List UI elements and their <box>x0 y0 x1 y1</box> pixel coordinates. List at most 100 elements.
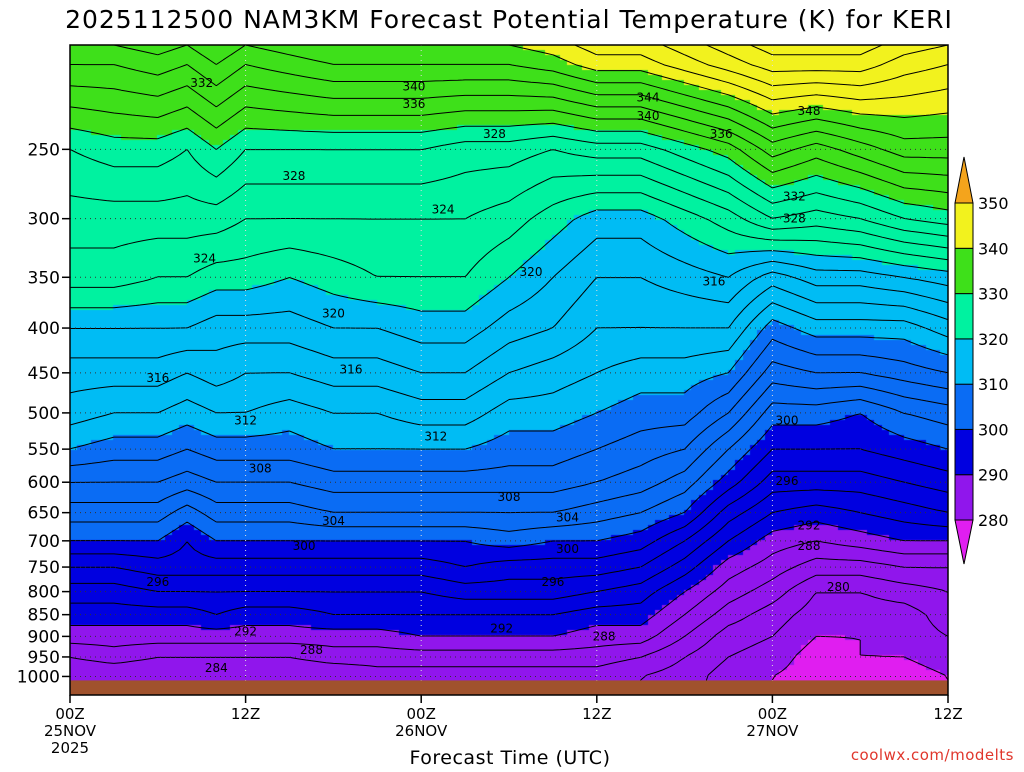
credit-label: coolwx.com/modelts <box>851 746 1014 764</box>
contour-label: 328 <box>783 212 806 226</box>
y-axis: 2503003504004505005506006507007508008509… <box>17 140 70 687</box>
colorbar-label: 310 <box>978 375 1009 394</box>
y-tick-label: 500 <box>28 404 60 424</box>
y-tick-label: 350 <box>28 268 60 288</box>
colorbar-band <box>954 247 974 295</box>
colorbar-band <box>954 293 974 340</box>
x-tick-year-label: 2025 <box>51 739 89 757</box>
isotherm-316 <box>70 271 948 374</box>
x-tick-label: 12Z <box>582 705 611 723</box>
contour-label: 304 <box>556 510 579 524</box>
isotherm-322 <box>70 192 948 288</box>
contour-label: 288 <box>798 539 821 553</box>
y-tick-label: 650 <box>28 504 60 524</box>
isotherm-344 <box>662 45 948 87</box>
isotherm-324 <box>70 174 948 249</box>
isotherm-310 <box>70 319 948 450</box>
contour-label: 308 <box>249 462 272 476</box>
isotherm-298 <box>70 448 948 567</box>
contour-label: 316 <box>146 371 169 385</box>
colorbar-band <box>954 202 974 249</box>
x-tick-date-label: 26NOV <box>395 722 448 740</box>
contour-label: 316 <box>340 362 363 376</box>
contour-label: 324 <box>432 203 455 217</box>
y-tick-label: 950 <box>28 648 60 668</box>
isotherm-326 <box>70 149 948 237</box>
contour-label: 316 <box>702 275 725 289</box>
contour-label: 328 <box>282 169 305 183</box>
isotherm-340 <box>333 45 948 118</box>
x-axis-label: Forecast Time (UTC) <box>410 747 611 768</box>
isotherm-320 <box>70 209 948 312</box>
contour-label: 300 <box>556 542 579 556</box>
isotherm-346 <box>706 45 948 73</box>
isotherm-292 <box>70 504 948 616</box>
x-tick-date-label: 25NOV <box>44 722 97 740</box>
contour-label: 312 <box>234 413 257 427</box>
theta-filled-field <box>70 45 948 695</box>
isotherm-290 <box>70 521 948 637</box>
colorbar-band <box>954 474 974 521</box>
y-tick-label: 800 <box>28 583 60 603</box>
colorbar-label: 320 <box>978 330 1009 349</box>
colorbar-label: 280 <box>978 511 1009 530</box>
colorbar-label: 330 <box>978 285 1009 304</box>
isotherm-332 <box>70 106 948 194</box>
isotherm-contours <box>70 45 948 695</box>
colorbar-label: 350 <box>978 194 1009 213</box>
contour-label: 296 <box>541 575 564 589</box>
contour-label: 320 <box>322 307 345 321</box>
isotherm-288 <box>70 540 948 651</box>
contour-label: 292 <box>490 622 513 636</box>
contour-label: 328 <box>483 127 506 141</box>
contour-label: 296 <box>146 575 169 589</box>
y-tick-label: 600 <box>28 473 60 493</box>
x-tick-date-label: 27NOV <box>746 722 799 740</box>
x-tick-label: 00Z <box>407 705 436 723</box>
colorbar-band <box>954 383 974 430</box>
plot-area <box>70 45 948 695</box>
contour-label: 332 <box>190 76 213 90</box>
contour-label: 340 <box>637 109 660 123</box>
grid-lines <box>70 45 948 695</box>
isotherm-282 <box>706 592 948 695</box>
colorbar-top-triangle <box>954 156 974 204</box>
y-tick-label: 900 <box>28 627 60 647</box>
y-tick-label: 850 <box>28 606 60 626</box>
y-tick-label: 1000 <box>17 667 60 687</box>
y-tick-label: 250 <box>28 140 60 160</box>
contour-label: 288 <box>300 643 323 657</box>
colorbar-band <box>954 428 974 476</box>
y-tick-label: 550 <box>28 440 60 460</box>
contour-label: 332 <box>783 190 806 204</box>
isotherm-286 <box>70 557 948 668</box>
isotherm-314 <box>70 285 948 400</box>
contour-labels: 332 340 336 344 340 348 328 336 328 332 324 328 324 3… <box>146 76 849 675</box>
colorbar-band <box>954 338 974 385</box>
isotherm-284 <box>640 574 948 695</box>
plot-frame <box>69 44 949 696</box>
contour-label: 288 <box>593 629 616 643</box>
contour-label: 344 <box>637 90 660 104</box>
contour-label: 312 <box>424 430 447 444</box>
contour-label: 296 <box>776 474 799 488</box>
isotherm-296 <box>70 470 948 584</box>
isotherm-336 <box>70 64 948 159</box>
colorbar-bottom-triangle <box>954 519 974 565</box>
colorbar-legend: 280 290 300 310 320 330 340 350 <box>954 156 1009 565</box>
contour-label: 300 <box>776 413 799 427</box>
isotherm-304 <box>70 382 948 514</box>
contour-label: 280 <box>827 580 850 594</box>
colorbar-label: 300 <box>978 420 1009 439</box>
y-tick-label: 450 <box>28 364 60 384</box>
isotherm-302 <box>70 399 948 532</box>
isotherm-334 <box>70 85 948 176</box>
contour-label: 292 <box>798 518 821 532</box>
x-tick-label: 12Z <box>231 705 260 723</box>
contour-label: 300 <box>293 539 316 553</box>
chart-title: 2025112500 NAM3KM Forecast Potential Tem… <box>65 5 953 34</box>
contour-label: 304 <box>322 514 345 528</box>
contour-label: 308 <box>498 490 521 504</box>
y-tick-label: 400 <box>28 319 60 339</box>
